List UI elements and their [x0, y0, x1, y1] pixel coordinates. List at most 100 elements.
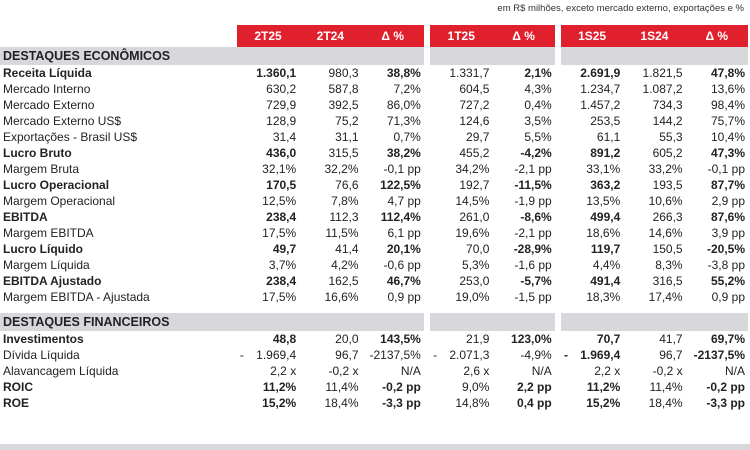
- section-band: [430, 47, 493, 65]
- value-cell: -0,6 pp: [383, 258, 421, 272]
- row-label: Receita Líquida: [3, 66, 92, 80]
- value-cell: 5,3%: [462, 258, 490, 272]
- value-cell: 2,6 x: [463, 364, 490, 378]
- row-label: ROIC: [3, 380, 33, 394]
- section-title: DESTAQUES ECONÔMICOS: [0, 47, 424, 65]
- value-text: 1.969,4: [256, 348, 297, 362]
- value-cell: 0,4%: [524, 98, 552, 112]
- table-row: Mercado Externo 729,9 392,5 86,0% 727,2 0,4% 1…: [0, 97, 748, 113]
- value-cell: 2,9 pp: [711, 194, 745, 208]
- column-gap: [423, 193, 431, 209]
- column-gap: [554, 331, 561, 347]
- value-cell: 0,4 pp: [517, 396, 552, 410]
- value-cell: 238,4: [266, 210, 297, 224]
- value-cell: 2,2 pp: [517, 380, 552, 394]
- section-gap: [554, 47, 561, 65]
- column-header: Δ %: [361, 25, 424, 47]
- value-cell: 192,7: [459, 178, 490, 192]
- column-gap: [423, 65, 431, 81]
- value-cell: 4,2%: [331, 258, 359, 272]
- value-cell: -2,1 pp: [514, 162, 552, 176]
- value-cell: 16,6%: [324, 290, 359, 304]
- value-cell: 18,6%: [586, 226, 621, 240]
- value-cell: -1,6 pp: [514, 258, 552, 272]
- value-cell: 261,0: [459, 210, 490, 224]
- value-cell: 75,7%: [710, 114, 745, 128]
- value-cell: 122,5%: [380, 178, 421, 192]
- column-gap: [423, 347, 431, 363]
- value-cell: -3,8 pp: [707, 258, 745, 272]
- value-cell: 1.457,2: [580, 98, 621, 112]
- value-cell: 32,1%: [262, 162, 297, 176]
- value-cell: 3,5%: [524, 114, 552, 128]
- value-cell: 33,2%: [648, 162, 683, 176]
- value-cell: 11,2%: [262, 380, 297, 394]
- value-cell: 734,3: [652, 98, 683, 112]
- value-cell: 33,1%: [586, 162, 621, 176]
- column-header: 1T25: [430, 25, 493, 47]
- column-gap: [554, 257, 561, 273]
- value-cell: 727,2: [459, 98, 490, 112]
- section-title: DESTAQUES FINANCEIROS: [0, 313, 424, 331]
- value-cell: 1.234,7: [580, 82, 621, 96]
- value-cell: 70,0: [466, 242, 490, 256]
- value-cell: -0,1 pp: [383, 162, 421, 176]
- value-cell: 18,4%: [324, 396, 359, 410]
- table-row: Mercado Externo US$ 128,9 75,2 71,3% 124,6 3,…: [0, 113, 748, 129]
- section-band: [685, 313, 748, 331]
- header-gap: [423, 25, 431, 47]
- value-text: 2.071,3: [449, 348, 490, 362]
- column-gap: [423, 177, 431, 193]
- spacer-cell: [0, 305, 748, 313]
- table-row: Dívida Líquida -1.969,4 96,7 -2137,5% -2.071…: [0, 347, 748, 363]
- header-row: 2T25 2T24 Δ % 1T25 Δ % 1S25 1S24 Δ %: [0, 25, 748, 47]
- section-band: [623, 313, 686, 331]
- value-cell: 46,7%: [386, 274, 421, 288]
- table-row: ROIC 11,2% 11,4% -0,2 pp 9,0% 2,2 pp 11,2% 11,4…: [0, 379, 748, 395]
- row-label: Margem EBITDA - Ajustada: [3, 290, 150, 304]
- section-gap: [554, 313, 561, 331]
- column-gap: [423, 97, 431, 113]
- column-gap: [554, 129, 561, 145]
- value-cell: 123,0%: [511, 332, 552, 346]
- table-row: Lucro Operacional 170,5 76,6 122,5% 192,7 -11…: [0, 177, 748, 193]
- value-cell: 13,5%: [586, 194, 621, 208]
- row-label: Lucro Líquido: [3, 242, 83, 256]
- value-cell: -4,2%: [520, 146, 552, 160]
- column-gap: [423, 129, 431, 145]
- table-row: Lucro Líquido 49,7 41,4 20,1% 70,0 -28,9% 119,…: [0, 241, 748, 257]
- value-cell: 124,6: [459, 114, 490, 128]
- value-cell: 112,4%: [380, 210, 421, 224]
- section-band: [685, 47, 748, 65]
- value-cell: 144,2: [652, 114, 683, 128]
- value-cell: 436,0: [266, 146, 297, 160]
- column-gap: [554, 65, 561, 81]
- table-row: ROE 15,2% 18,4% -3,3 pp 14,8% 0,4 pp 15,2% 18,4…: [0, 395, 748, 411]
- value-cell: 5,5%: [524, 130, 552, 144]
- value-cell: 0,9 pp: [711, 290, 745, 304]
- column-gap: [423, 81, 431, 97]
- value-cell: 55,2%: [710, 274, 745, 288]
- value-cell: 11,2%: [586, 380, 621, 394]
- value-cell: 729,9: [266, 98, 297, 112]
- value-cell: 143,5%: [380, 332, 421, 346]
- value-cell: 19,0%: [455, 290, 490, 304]
- value-cell: 47,3%: [710, 146, 745, 160]
- value-cell: 17,5%: [262, 226, 297, 240]
- section-band: [623, 47, 686, 65]
- value-cell: -20,5%: [706, 242, 745, 256]
- value-cell: -0,2 x: [328, 364, 359, 378]
- value-cell: 11,5%: [325, 226, 359, 240]
- value-cell: 1.821,5: [642, 66, 683, 80]
- value-cell: 1.087,2: [642, 82, 683, 96]
- table-row: Receita Líquida 1.360,1 980,3 38,8% 1.331,7 2…: [0, 65, 748, 81]
- value-cell: 9,0%: [462, 380, 490, 394]
- column-gap: [423, 395, 431, 411]
- value-cell: 8,3%: [655, 258, 683, 272]
- table-row: Lucro Bruto 436,0 315,5 38,2% 455,2 -4,2% 891,…: [0, 145, 748, 161]
- value-cell: 4,3%: [524, 82, 552, 96]
- column-gap: [554, 113, 561, 129]
- value-cell: 71,3%: [386, 114, 421, 128]
- value-cell: 19,6%: [455, 226, 490, 240]
- value-cell: 4,4%: [592, 258, 621, 272]
